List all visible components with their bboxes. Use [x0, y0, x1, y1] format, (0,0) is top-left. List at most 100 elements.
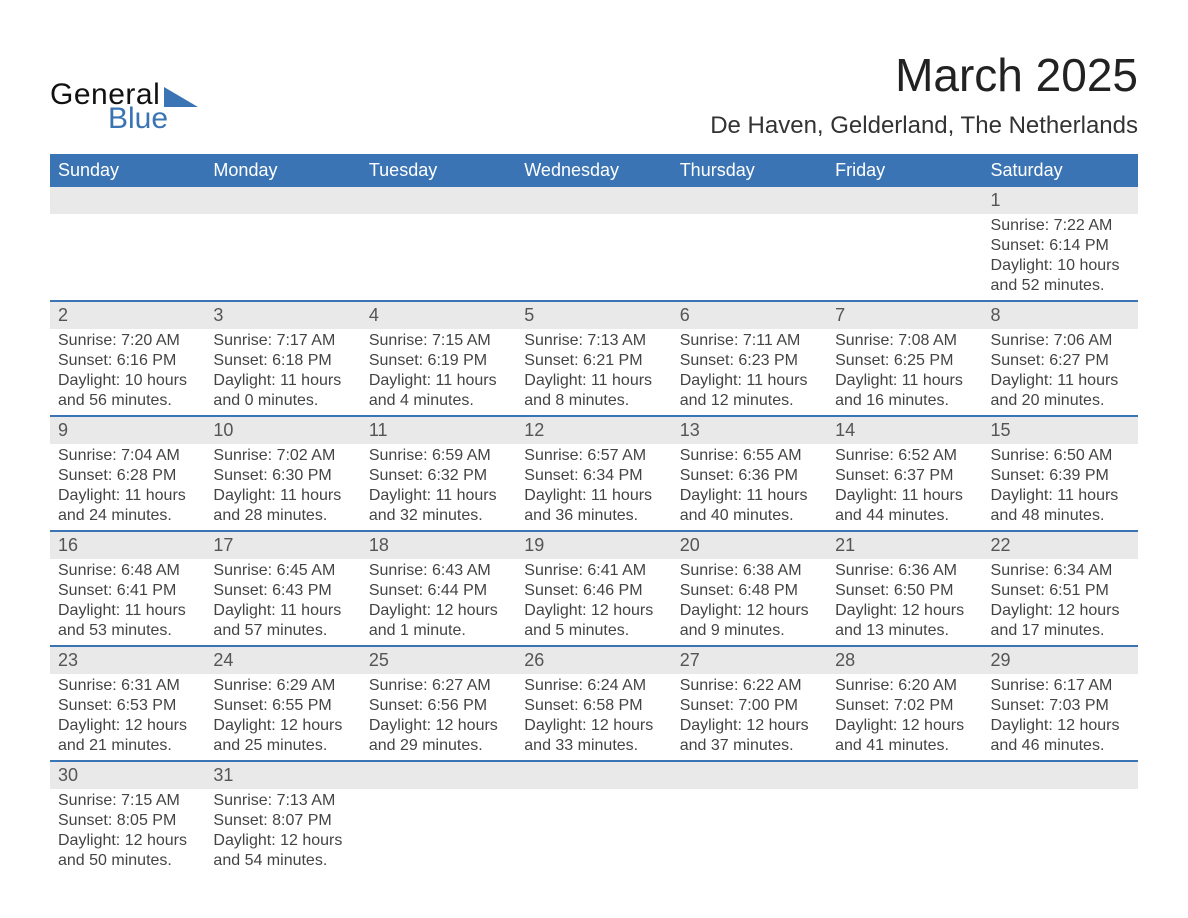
- day-detail-row: Sunrise: 7:22 AMSunset: 6:14 PMDaylight:…: [50, 214, 1138, 301]
- day-number-cell: [50, 187, 205, 214]
- day-detail-cell: [50, 214, 205, 301]
- sunrise-text: Sunrise: 6:48 AM: [58, 561, 197, 581]
- day-number-cell: [361, 761, 516, 789]
- day-number-cell: 22: [983, 531, 1138, 559]
- day-detail-cell: Sunrise: 7:22 AMSunset: 6:14 PMDaylight:…: [983, 214, 1138, 301]
- daylight-text: and 0 minutes.: [213, 391, 352, 411]
- sunset-text: Sunset: 6:51 PM: [991, 581, 1130, 601]
- day-detail-cell: Sunrise: 6:22 AMSunset: 7:00 PMDaylight:…: [672, 674, 827, 761]
- day-detail-cell: Sunrise: 6:27 AMSunset: 6:56 PMDaylight:…: [361, 674, 516, 761]
- sunset-text: Sunset: 6:14 PM: [991, 236, 1130, 256]
- daylight-text: Daylight: 11 hours: [835, 371, 974, 391]
- day-number-row: 1: [50, 187, 1138, 214]
- sunset-text: Sunset: 6:16 PM: [58, 351, 197, 371]
- daylight-text: and 41 minutes.: [835, 736, 974, 756]
- daylight-text: and 56 minutes.: [58, 391, 197, 411]
- day-detail-cell: [516, 789, 671, 875]
- day-number-cell: [983, 761, 1138, 789]
- weekday-header: Tuesday: [361, 154, 516, 187]
- sunrise-text: Sunrise: 7:04 AM: [58, 446, 197, 466]
- daylight-text: Daylight: 12 hours: [369, 716, 508, 736]
- day-number-cell: 2: [50, 301, 205, 329]
- daylight-text: Daylight: 12 hours: [213, 831, 352, 851]
- daylight-text: and 32 minutes.: [369, 506, 508, 526]
- day-number-row: 2345678: [50, 301, 1138, 329]
- daylight-text: and 57 minutes.: [213, 621, 352, 641]
- day-detail-cell: Sunrise: 7:11 AMSunset: 6:23 PMDaylight:…: [672, 329, 827, 416]
- daylight-text: Daylight: 11 hours: [991, 486, 1130, 506]
- daylight-text: Daylight: 11 hours: [991, 371, 1130, 391]
- daylight-text: and 9 minutes.: [680, 621, 819, 641]
- sunrise-text: Sunrise: 6:31 AM: [58, 676, 197, 696]
- day-number-cell: [827, 761, 982, 789]
- day-detail-cell: [672, 214, 827, 301]
- daylight-text: Daylight: 12 hours: [369, 601, 508, 621]
- sunset-text: Sunset: 6:32 PM: [369, 466, 508, 486]
- weekday-header: Thursday: [672, 154, 827, 187]
- sunset-text: Sunset: 6:43 PM: [213, 581, 352, 601]
- day-number-row: 9101112131415: [50, 416, 1138, 444]
- daylight-text: Daylight: 12 hours: [524, 601, 663, 621]
- sunrise-text: Sunrise: 6:20 AM: [835, 676, 974, 696]
- sunrise-text: Sunrise: 6:59 AM: [369, 446, 508, 466]
- day-detail-row: Sunrise: 7:04 AMSunset: 6:28 PMDaylight:…: [50, 444, 1138, 531]
- daylight-text: and 20 minutes.: [991, 391, 1130, 411]
- sunset-text: Sunset: 6:37 PM: [835, 466, 974, 486]
- daylight-text: and 1 minute.: [369, 621, 508, 641]
- daylight-text: Daylight: 11 hours: [835, 486, 974, 506]
- day-detail-cell: Sunrise: 6:55 AMSunset: 6:36 PMDaylight:…: [672, 444, 827, 531]
- sunrise-text: Sunrise: 6:43 AM: [369, 561, 508, 581]
- daylight-text: and 29 minutes.: [369, 736, 508, 756]
- sunrise-text: Sunrise: 7:15 AM: [58, 791, 197, 811]
- page-header: General Blue March 2025 De Haven, Gelder…: [50, 48, 1138, 148]
- day-number-row: 16171819202122: [50, 531, 1138, 559]
- daylight-text: Daylight: 12 hours: [524, 716, 663, 736]
- daylight-text: Daylight: 11 hours: [213, 486, 352, 506]
- sunrise-text: Sunrise: 6:38 AM: [680, 561, 819, 581]
- daylight-text: Daylight: 12 hours: [58, 716, 197, 736]
- weekday-header: Wednesday: [516, 154, 671, 187]
- sunrise-text: Sunrise: 6:45 AM: [213, 561, 352, 581]
- day-number-cell: 28: [827, 646, 982, 674]
- daylight-text: Daylight: 11 hours: [213, 371, 352, 391]
- day-number-cell: 14: [827, 416, 982, 444]
- sunset-text: Sunset: 6:30 PM: [213, 466, 352, 486]
- day-number-cell: 29: [983, 646, 1138, 674]
- day-detail-cell: Sunrise: 7:06 AMSunset: 6:27 PMDaylight:…: [983, 329, 1138, 416]
- daylight-text: and 37 minutes.: [680, 736, 819, 756]
- day-detail-cell: Sunrise: 6:52 AMSunset: 6:37 PMDaylight:…: [827, 444, 982, 531]
- day-number-cell: [672, 187, 827, 214]
- day-number-cell: [516, 187, 671, 214]
- sunset-text: Sunset: 6:41 PM: [58, 581, 197, 601]
- day-detail-cell: Sunrise: 6:59 AMSunset: 6:32 PMDaylight:…: [361, 444, 516, 531]
- sunrise-text: Sunrise: 6:50 AM: [991, 446, 1130, 466]
- day-number-cell: 20: [672, 531, 827, 559]
- daylight-text: and 52 minutes.: [991, 276, 1130, 296]
- sunrise-text: Sunrise: 7:17 AM: [213, 331, 352, 351]
- day-detail-cell: Sunrise: 7:17 AMSunset: 6:18 PMDaylight:…: [205, 329, 360, 416]
- day-number-cell: 16: [50, 531, 205, 559]
- day-number-cell: [516, 761, 671, 789]
- weekday-header: Friday: [827, 154, 982, 187]
- daylight-text: and 12 minutes.: [680, 391, 819, 411]
- day-number-cell: 25: [361, 646, 516, 674]
- location-subtitle: De Haven, Gelderland, The Netherlands: [710, 112, 1138, 140]
- day-detail-cell: Sunrise: 7:04 AMSunset: 6:28 PMDaylight:…: [50, 444, 205, 531]
- daylight-text: and 28 minutes.: [213, 506, 352, 526]
- sunset-text: Sunset: 7:03 PM: [991, 696, 1130, 716]
- daylight-text: Daylight: 10 hours: [991, 256, 1130, 276]
- day-number-cell: 12: [516, 416, 671, 444]
- day-number-row: 23242526272829: [50, 646, 1138, 674]
- sunset-text: Sunset: 6:39 PM: [991, 466, 1130, 486]
- daylight-text: Daylight: 11 hours: [680, 486, 819, 506]
- day-number-cell: 6: [672, 301, 827, 329]
- day-detail-cell: Sunrise: 6:20 AMSunset: 7:02 PMDaylight:…: [827, 674, 982, 761]
- day-detail-cell: [672, 789, 827, 875]
- sunrise-text: Sunrise: 7:06 AM: [991, 331, 1130, 351]
- sunrise-text: Sunrise: 7:13 AM: [524, 331, 663, 351]
- day-number-cell: [361, 187, 516, 214]
- sunrise-text: Sunrise: 6:55 AM: [680, 446, 819, 466]
- day-number-cell: 27: [672, 646, 827, 674]
- daylight-text: and 53 minutes.: [58, 621, 197, 641]
- day-detail-cell: Sunrise: 6:48 AMSunset: 6:41 PMDaylight:…: [50, 559, 205, 646]
